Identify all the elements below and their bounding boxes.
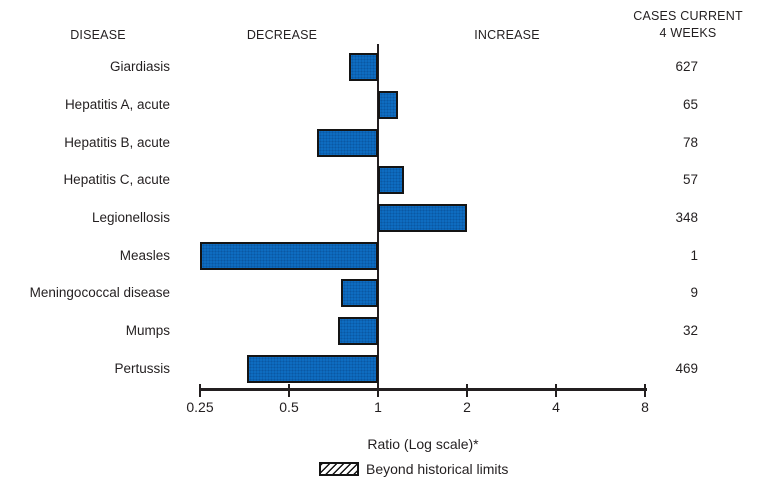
x-tick-label: 8 [641, 399, 649, 415]
ratio-bar [246, 354, 378, 383]
x-axis-line [199, 388, 647, 391]
disease-label: Giardiasis [109, 59, 170, 75]
x-tick-label: 1 [374, 399, 382, 415]
x-tick-label: 2 [463, 399, 471, 415]
x-tick [555, 384, 557, 397]
disease-label: Legionellosis [91, 210, 170, 225]
cases-value: 78 [682, 134, 698, 150]
disease-label: Hepatitis B, acute [64, 134, 170, 150]
x-tick [377, 384, 379, 397]
x-tick-label: 0.5 [279, 399, 299, 415]
disease-label: Mumps [125, 323, 170, 339]
cases-value: 57 [682, 172, 698, 188]
cases-value: 65 [682, 96, 698, 112]
cases-value: 9 [690, 285, 698, 301]
column-header-cases-line1: CASES CURRENT [633, 9, 743, 23]
x-tick [644, 384, 646, 397]
column-header-cases-line2: 4 WEEKS [659, 26, 717, 40]
disease-label: Measles [119, 247, 170, 263]
column-header-disease: DISEASE [70, 28, 126, 42]
x-axis-label: Ratio (Log scale)* [367, 436, 479, 452]
x-tick [466, 384, 468, 397]
x-tick-label: 0.25 [186, 399, 214, 415]
disease-label: Hepatitis A, acute [64, 96, 170, 112]
legend: Beyond historical limits [319, 460, 508, 478]
x-tick [288, 384, 290, 397]
ratio-bar [200, 241, 378, 270]
ratio-bar [349, 53, 378, 82]
legend-label: Beyond historical limits [366, 461, 509, 477]
ratio-bar [378, 90, 399, 119]
x-tick-label: 4 [552, 399, 560, 415]
cases-value: 469 [675, 360, 698, 376]
hatched-swatch-icon [319, 462, 359, 476]
ratio-bar [378, 204, 467, 232]
disease-label: Hepatitis C, acute [63, 172, 170, 188]
cases-value: 348 [675, 210, 698, 225]
ratio-bar [337, 317, 378, 346]
column-header-increase: INCREASE [474, 28, 540, 42]
x-tick [199, 384, 201, 397]
column-header-cases: CASES CURRENT 4 WEEKS [618, 8, 758, 42]
ratio-bar [316, 128, 378, 157]
ratio-bar [378, 166, 404, 195]
disease-label: Pertussis [114, 360, 170, 376]
ratio-bar [341, 279, 378, 308]
cases-value: 627 [675, 59, 698, 75]
cases-value: 32 [682, 323, 698, 339]
disease-label: Meningococcal disease [29, 285, 170, 301]
cases-value: 1 [690, 247, 698, 263]
column-header-decrease: DECREASE [246, 28, 318, 42]
